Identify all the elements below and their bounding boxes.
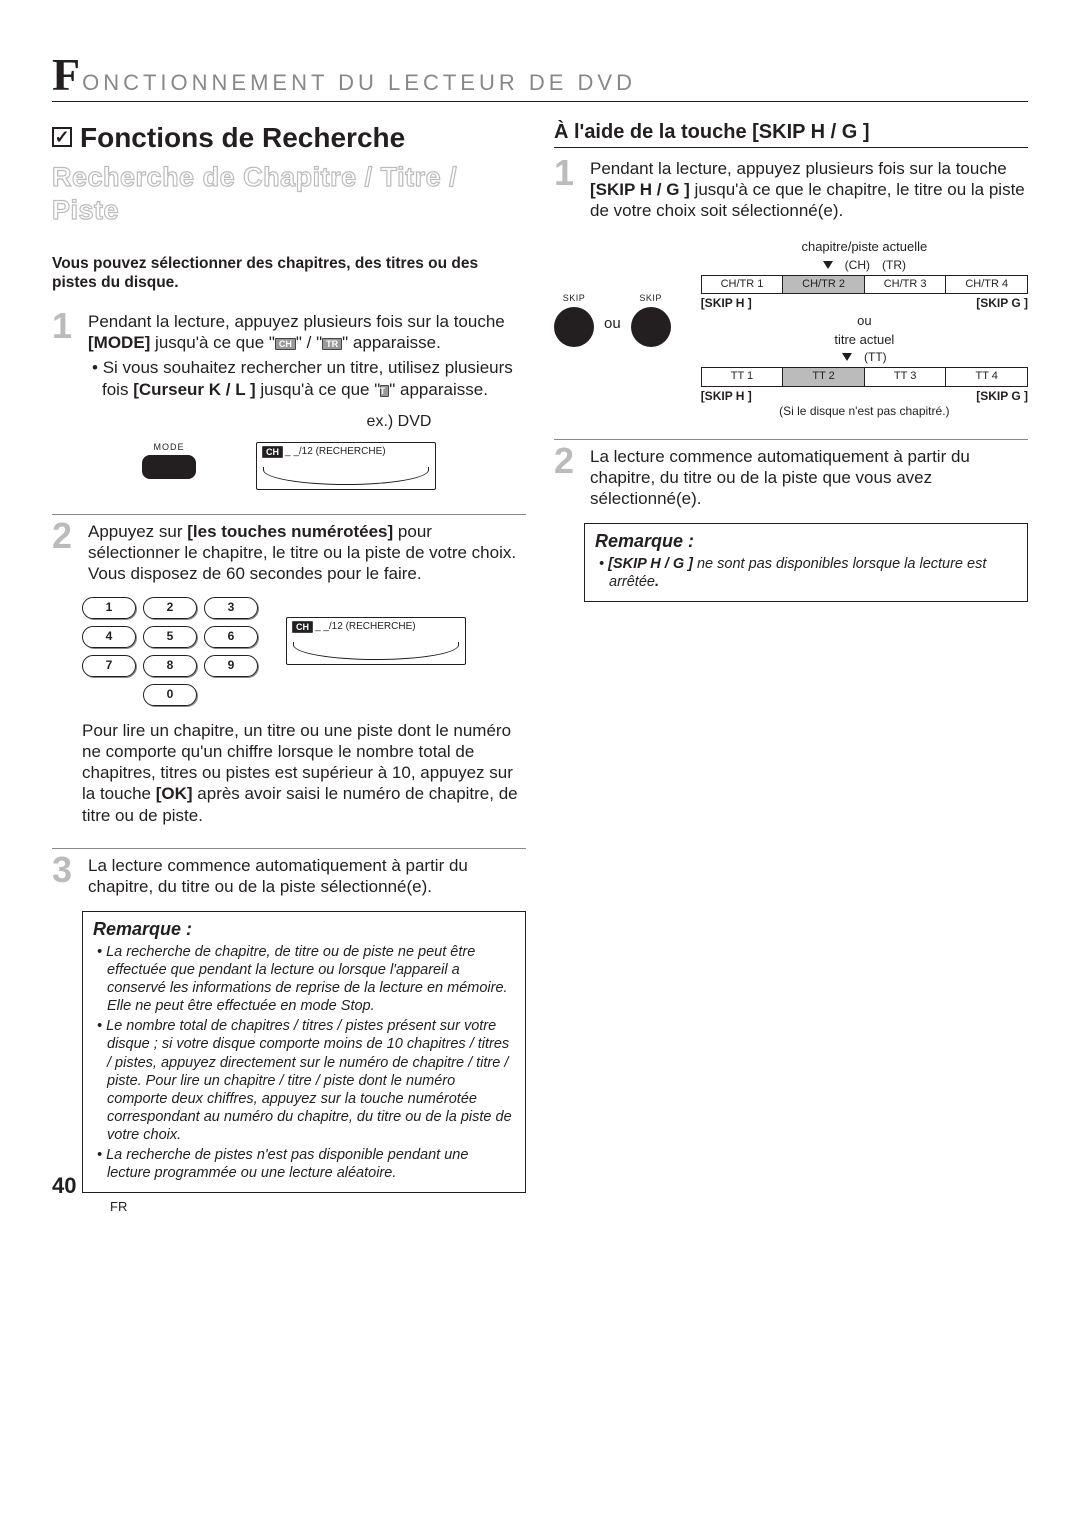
ou-center: ou — [701, 313, 1028, 329]
page-number: 40 — [52, 1172, 76, 1200]
page-language: FR — [110, 1199, 127, 1215]
remarque-item: La recherche de pistes n'est pas disponi… — [93, 1146, 515, 1182]
rstep1-text: Pendant la lecture, appuyez plusieurs fo… — [590, 158, 1028, 222]
numpad: 1 2 3 4 5 6 7 8 9 0 — [82, 597, 258, 706]
tr-tag-icon: TR — [322, 338, 342, 350]
osd-display-2: CH_ _/12 (RECHERCHE) — [286, 617, 466, 665]
numpad-key: 0 — [143, 684, 197, 706]
step-number: 2 — [52, 521, 78, 552]
diagram-note: (Si le disque n'est pas chapitré.) — [701, 404, 1028, 419]
numpad-key: 1 — [82, 597, 136, 619]
numpad-key: 6 — [204, 626, 258, 648]
tt-tag-icon: TT — [380, 385, 389, 397]
remarque-title: Remarque : — [595, 530, 1017, 553]
numpad-key: 2 — [143, 597, 197, 619]
remote-diagram-1: MODE CH_ _/12 (RECHERCHE) — [82, 442, 526, 490]
mode-button-icon — [142, 455, 196, 479]
header-initial: F — [52, 54, 80, 95]
remarque-box-right: Remarque : [SKIP H / G ] ne sont pas dis… — [584, 523, 1028, 602]
step1-bullet: Si vous souhaitez rechercher un titre, u… — [88, 357, 526, 400]
remarque-item: Le nombre total de chapitres / titres / … — [93, 1017, 515, 1144]
remarque-title: Remarque : — [93, 918, 515, 941]
skip-buttons: SKIP ou SKIP — [554, 293, 671, 346]
step-number: 1 — [554, 158, 580, 189]
right-column: À l'aide de la touche [SKIP H / G ] 1 Pe… — [554, 120, 1028, 1194]
skip-next-button-icon — [631, 307, 671, 347]
ch-tag-icon: CH — [275, 338, 296, 350]
track-diagram: chapitre/piste actuelle (CH) (TR) CH/TR … — [701, 239, 1028, 418]
left-step-2: 2 Appuyez sur [les touches numérotées] p… — [52, 514, 526, 589]
left-step-3: 3 La lecture commence automatiquement à … — [52, 848, 526, 902]
step-number: 2 — [554, 446, 580, 477]
arrow-down-icon — [823, 261, 833, 269]
numpad-key: 8 — [143, 655, 197, 677]
step3-text: La lecture commence automatiquement à pa… — [88, 855, 526, 898]
example-label: ex.) DVD — [272, 412, 526, 432]
chapter-boxes: CH/TR 1 CH/TR 2 CH/TR 3 CH/TR 4 — [701, 275, 1028, 295]
right-step-2: 2 La lecture commence automatiquement à … — [554, 439, 1028, 514]
section-title: Fonctions de Recherche — [80, 120, 405, 155]
rstep2-text: La lecture commence automatiquement à pa… — [590, 446, 1028, 510]
remarque-item: [SKIP H / G ] ne sont pas disponibles lo… — [595, 555, 1017, 591]
remarque-box-left: Remarque : La recherche de chapitre, de … — [82, 911, 526, 1193]
skip-prev-button-icon — [554, 307, 594, 347]
numpad-diagram: 1 2 3 4 5 6 7 8 9 0 CH_ _/12 (RECHERCHE) — [82, 597, 526, 706]
arrow-down-icon — [842, 353, 852, 361]
chapter-track-title: chapitre/piste actuelle — [701, 239, 1028, 255]
numpad-key: 4 — [82, 626, 136, 648]
skip-button-label: SKIP — [554, 293, 594, 304]
right-heading: À l'aide de la touche [SKIP H / G ] — [554, 120, 1028, 148]
step1-text: Pendant la lecture, appuyez plusieurs fo… — [88, 311, 526, 354]
step2-para: Pour lire un chapitre, un titre ou une p… — [82, 720, 526, 826]
numpad-key: 9 — [204, 655, 258, 677]
skip-button-label: SKIP — [631, 293, 671, 304]
mode-button-label: MODE — [142, 442, 196, 453]
ou-label: ou — [604, 315, 621, 334]
step-number: 3 — [52, 855, 78, 886]
title-track-title: titre actuel — [701, 332, 1028, 348]
header-title: ONCTIONNEMENT DU LECTEUR DE DVD — [82, 69, 636, 97]
checkbox-icon: ✓ — [52, 127, 72, 147]
step-number: 1 — [52, 311, 78, 342]
section-title-row: ✓ Fonctions de Recherche — [52, 120, 526, 155]
subsection-title: Recherche de Chapitre / Titre / Piste — [52, 161, 526, 229]
left-step-1: 1 Pendant la lecture, appuyez plusieurs … — [52, 311, 526, 404]
osd-display-1: CH_ _/12 (RECHERCHE) — [256, 442, 436, 490]
title-boxes: TT 1 TT 2 TT 3 TT 4 — [701, 367, 1028, 387]
remarque-item: La recherche de chapitre, de titre ou de… — [93, 943, 515, 1016]
page-header: F ONCTIONNEMENT DU LECTEUR DE DVD — [52, 54, 1028, 102]
numpad-key: 5 — [143, 626, 197, 648]
right-step-1: 1 Pendant la lecture, appuyez plusieurs … — [554, 158, 1028, 226]
intro-text: Vous pouvez sélectionner des chapitres, … — [52, 254, 526, 293]
left-column: ✓ Fonctions de Recherche Recherche de Ch… — [52, 120, 526, 1194]
step2-text: Appuyez sur [les touches numérotées] pou… — [88, 521, 526, 585]
numpad-key: 7 — [82, 655, 136, 677]
skip-diagram: SKIP ou SKIP chapitre/piste actuelle (CH… — [554, 239, 1028, 418]
numpad-key: 3 — [204, 597, 258, 619]
